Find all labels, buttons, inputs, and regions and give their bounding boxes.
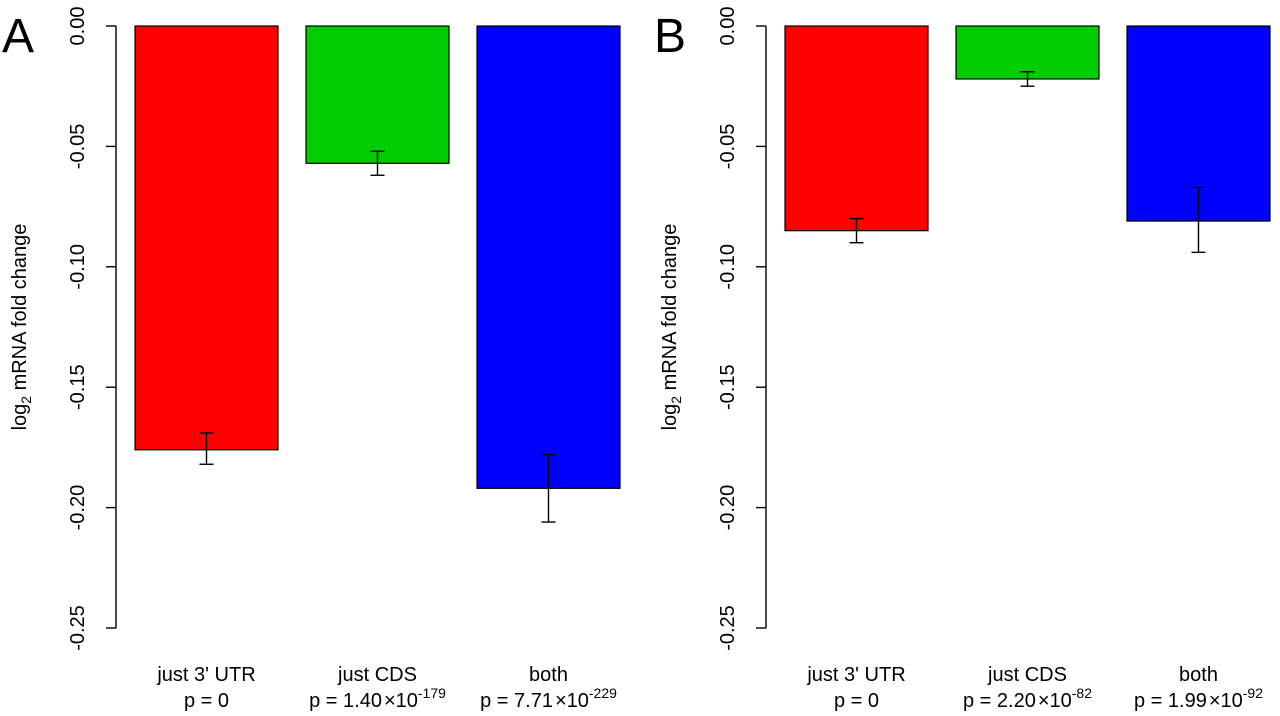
p-value-label: p = 0	[184, 690, 229, 712]
p-value-label: p = 1.40 ×10-179	[309, 685, 446, 712]
category-label: both	[1179, 664, 1218, 686]
y-tick-label: 0.00	[67, 7, 89, 46]
y-tick-label: -0.10	[717, 244, 739, 290]
p-value-text: p = 2.20	[963, 690, 1036, 712]
y-tick-label: -0.05	[67, 124, 89, 170]
times-sign: ×	[384, 690, 396, 712]
panel-label: B	[654, 10, 686, 63]
p-value-text: p = 1.99	[1134, 690, 1207, 712]
y-tick-label: -0.20	[717, 485, 739, 531]
p-value-exponent: -229	[589, 685, 617, 701]
p-value-text: p = 0	[834, 690, 879, 712]
y-axis-title-rest: mRNA fold change	[659, 224, 681, 396]
y-axis-title-subscript: 2	[668, 396, 684, 404]
p-value-text: p = 1.40	[309, 690, 382, 712]
p-value-exponent: -179	[418, 685, 446, 701]
times-sign: ×	[1038, 690, 1050, 712]
y-tick-label: 0.00	[717, 7, 739, 46]
p-value-text: p = 7.71	[480, 690, 553, 712]
p-value-exponent: -82	[1072, 685, 1092, 701]
y-axis-title-rest: mRNA fold change	[9, 224, 31, 396]
panel-b: B 0.00 -0.05 -0.10 -0.15 -0.20 -0.25 log2 mRNA …	[654, 7, 1271, 712]
bar	[784, 25, 929, 232]
p-value-base: 10	[567, 690, 589, 712]
p-value-label: p = 0	[834, 690, 879, 712]
times-sign: ×	[1209, 690, 1221, 712]
p-value-label: p = 7.71 ×10-229	[480, 685, 617, 712]
y-tick-label: -0.25	[67, 605, 89, 651]
bar	[476, 25, 621, 489]
p-value-label: p = 2.20 ×10-82	[963, 685, 1092, 712]
y-axis-title: log2 mRNA fold change	[9, 224, 34, 431]
p-value-label: p = 1.99 ×10-92	[1134, 685, 1263, 712]
category-label: just CDS	[987, 664, 1067, 686]
category-label: both	[529, 664, 568, 686]
p-value-text: p = 0	[184, 690, 229, 712]
y-axis-title-main: log	[9, 404, 31, 431]
bar	[134, 25, 279, 451]
panel-label: A	[2, 10, 34, 63]
p-value-base: 10	[1050, 690, 1072, 712]
y-tick-label: -0.20	[67, 485, 89, 531]
panel-a: A 0.00 -0.05 -0.10 -0.15 -0.20 -0.25 log2 mRNA …	[2, 7, 621, 712]
p-value-base: 10	[396, 690, 418, 712]
y-tick-label: -0.25	[717, 605, 739, 651]
category-label: just CDS	[337, 664, 417, 686]
category-label: just 3' UTR	[806, 664, 905, 686]
bar	[305, 25, 450, 164]
y-axis-title-subscript: 2	[18, 396, 34, 404]
bar	[955, 25, 1100, 80]
y-tick-label: -0.15	[67, 364, 89, 410]
p-value-exponent: -92	[1243, 685, 1263, 701]
y-tick-label: -0.15	[717, 364, 739, 410]
y-tick-label: -0.05	[717, 124, 739, 170]
p-value-base: 10	[1221, 690, 1243, 712]
category-label: just 3' UTR	[156, 664, 255, 686]
times-sign: ×	[555, 690, 567, 712]
y-tick-label: -0.10	[67, 244, 89, 290]
y-axis-title-main: log	[659, 404, 681, 431]
y-axis-title: log2 mRNA fold change	[659, 224, 684, 431]
